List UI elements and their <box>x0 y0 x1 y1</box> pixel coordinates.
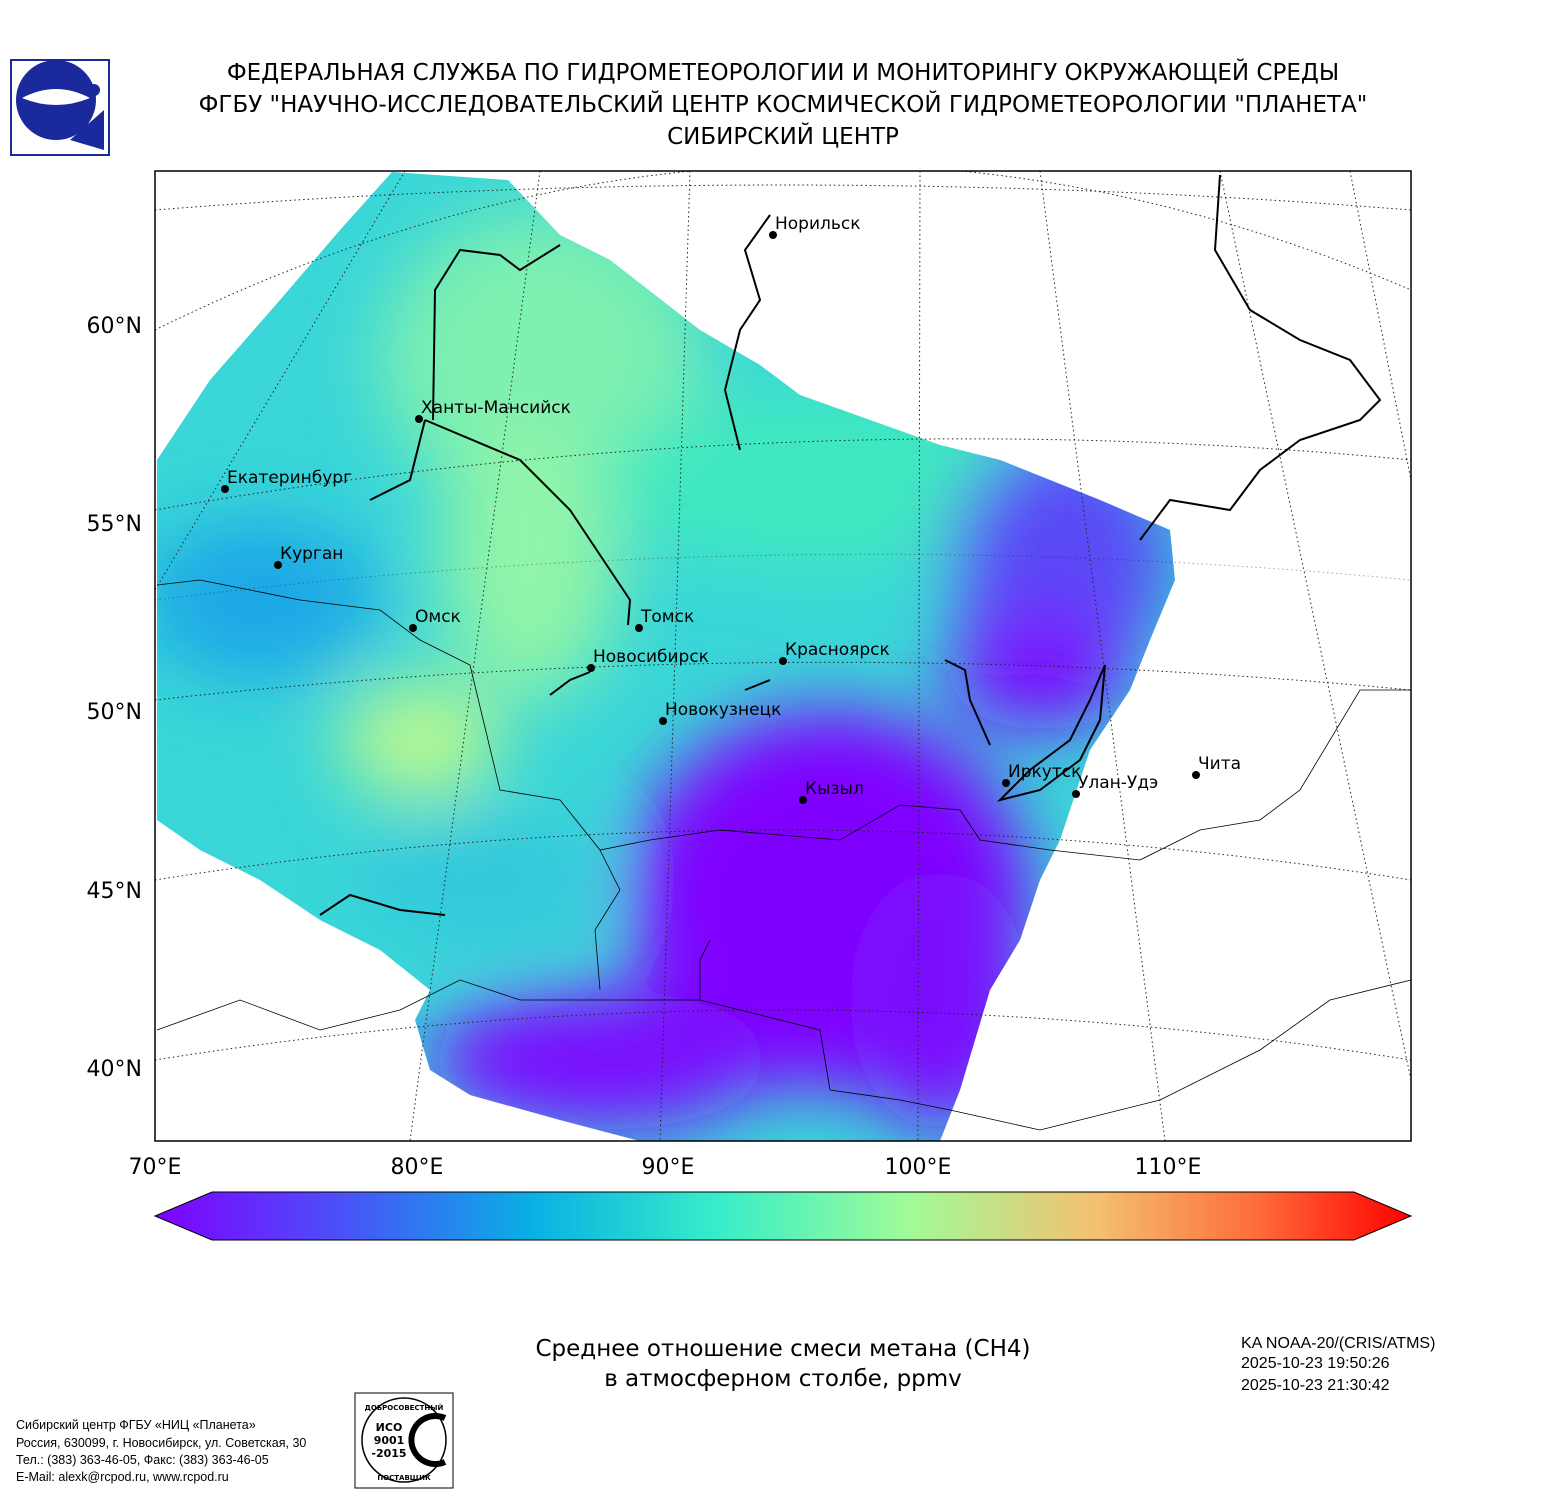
caption-line: Среднее отношение смеси метана (CH4) <box>535 1336 1030 1362</box>
caption-line: в атмосферном столбе, ppmv <box>604 1366 962 1392</box>
iso-line: 9001 <box>374 1434 405 1447</box>
city-dot <box>769 231 777 239</box>
lon-label: 70°E <box>129 1155 182 1180</box>
map-frame <box>154 170 1412 1142</box>
city-dot <box>1072 790 1080 798</box>
iso-badge: ДОБРОСОВЕСТНЫЙ ИСО 9001 -2015 ПОСТАВЩИК <box>354 1392 454 1489</box>
city-label: Екатеринбург <box>227 468 352 488</box>
city-label: Красноярск <box>785 640 890 660</box>
footer-line: E-Mail: alexk@rcpod.ru, www.rcpod.ru <box>16 1470 229 1484</box>
colorbar-body <box>153 1191 1413 1241</box>
header-line: ФГБУ "НАУЧНО-ИССЛЕДОВАТЕЛЬСКИЙ ЦЕНТР КОС… <box>199 90 1368 118</box>
satellite-line: 2025-10-23 21:30:42 <box>1241 1377 1390 1394</box>
iso-line: ИСО <box>376 1421 403 1434</box>
city-dot <box>1192 771 1200 779</box>
header-line: СИБИРСКИЙ ЦЕНТР <box>667 122 899 150</box>
city-label: Томск <box>640 607 694 627</box>
lon-label: 100°E <box>885 1155 952 1180</box>
satellite-line: KA NOAA-20/(CRIS/ATMS) <box>1241 1335 1435 1352</box>
footer-line: Тел.: (383) 363-46-05, Факс: (383) 363-4… <box>16 1453 269 1467</box>
logo <box>10 59 110 156</box>
city-dot <box>1002 779 1010 787</box>
axis-labels: 60°N 55°N 50°N 45°N 40°N 70°E 80°E 90°E 100°E 110… <box>87 314 1202 1180</box>
city-label: Иркутск <box>1008 762 1081 782</box>
city-dot <box>659 717 667 725</box>
lon-label: 110°E <box>1135 1155 1202 1180</box>
city-dot <box>221 485 229 493</box>
borders <box>156 579 1411 1131</box>
footer-line: Сибирский центр ФГБУ «НИЦ «Планета» <box>16 1418 256 1432</box>
iso-top: ДОБРОСОВЕСТНЫЙ <box>365 1403 444 1412</box>
city-dot <box>409 624 417 632</box>
city-label: Норильск <box>775 214 861 234</box>
city-label: Новокузнецк <box>665 700 781 720</box>
iso-line: -2015 <box>371 1447 406 1460</box>
city-label: Новосибирск <box>593 647 709 667</box>
coastlines <box>319 174 1382 916</box>
lon-label: 80°E <box>391 1155 444 1180</box>
city-label: Курган <box>280 544 343 564</box>
colorbar <box>153 1191 1413 1241</box>
city-dot <box>274 561 282 569</box>
iso-bottom: ПОСТАВЩИК <box>377 1474 431 1482</box>
lat-label: 55°N <box>87 512 142 537</box>
lat-label: 45°N <box>87 879 142 904</box>
lat-label: 60°N <box>87 314 142 339</box>
city-dot <box>415 415 423 423</box>
satellite-line: 2025-10-23 19:50:26 <box>1241 1355 1390 1372</box>
city-dot <box>587 664 595 672</box>
header-line: ФЕДЕРАЛЬНАЯ СЛУЖБА ПО ГИДРОМЕТЕОРОЛОГИИ … <box>227 58 1339 86</box>
footer-line: Россия, 630099, г. Новосибирск, ул. Сове… <box>16 1436 306 1450</box>
map <box>155 171 1411 1141</box>
graticule <box>155 171 1411 1141</box>
cities: Норильск Ханты-Мансийск Екатеринбург Курган… <box>221 214 1241 804</box>
city-label: Омск <box>415 607 461 627</box>
lat-label: 50°N <box>87 700 142 725</box>
lon-label: 90°E <box>642 1155 695 1180</box>
city-label: Ханты-Мансийск <box>421 398 571 418</box>
city-label: Улан-Удэ <box>1078 773 1158 793</box>
lat-label: 40°N <box>87 1057 142 1082</box>
city-dot <box>799 796 807 804</box>
city-label: Чита <box>1198 754 1241 774</box>
city-dot <box>779 657 787 665</box>
city-label: Кызыл <box>805 779 864 799</box>
city-dot <box>635 624 643 632</box>
